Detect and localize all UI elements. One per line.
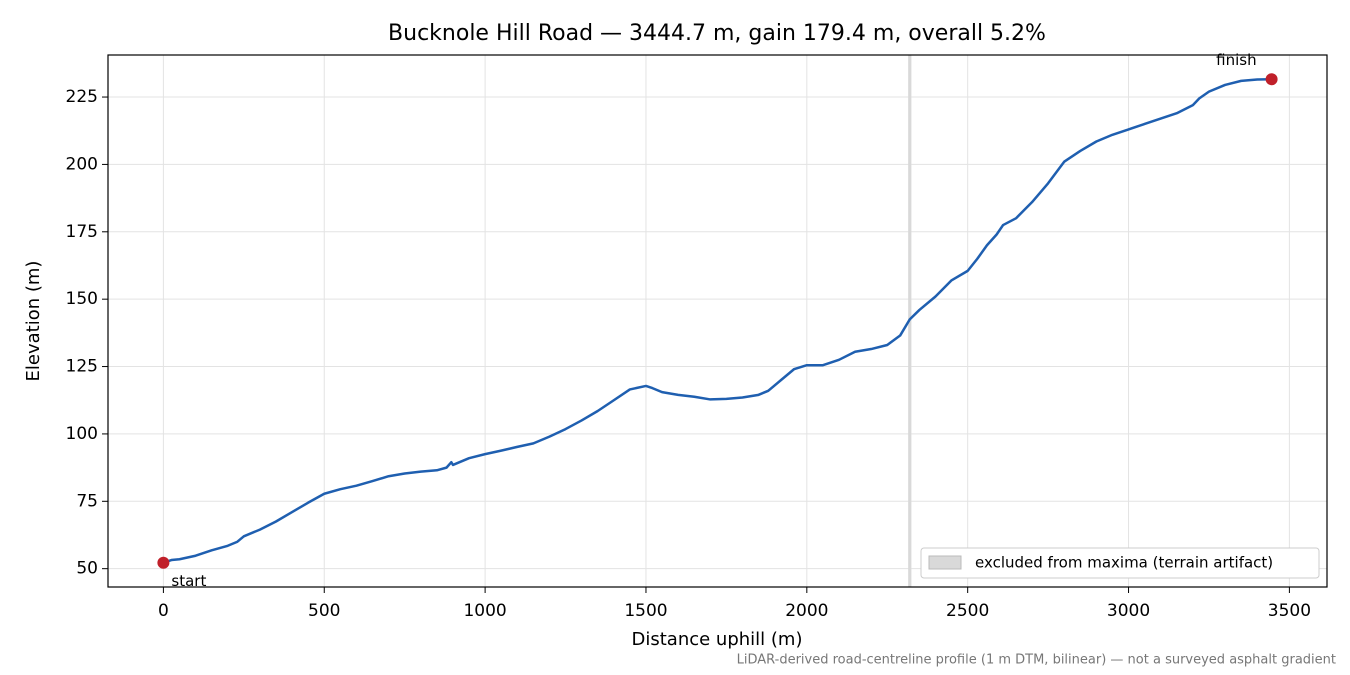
x-tick-label: 500: [308, 601, 340, 621]
endpoint-marker: [157, 556, 170, 569]
legend-label: excluded from maxima (terrain artifact): [975, 554, 1273, 572]
y-tick-label: 75: [76, 491, 98, 511]
y-tick-label: 100: [66, 424, 98, 444]
endpoint-label: finish: [1216, 51, 1256, 69]
legend-swatch: [928, 555, 962, 570]
x-axis-label: Distance uphill (m): [632, 629, 803, 650]
x-tick-label: 2500: [946, 601, 989, 621]
y-axis-label: Elevation (m): [23, 261, 44, 382]
y-tick-label: 50: [76, 559, 98, 579]
endpoint-marker: [1265, 73, 1278, 86]
y-tick-label: 125: [66, 357, 98, 377]
x-tick-label: 2000: [785, 601, 828, 621]
plot-frame: [107, 54, 1328, 588]
x-tick-label: 3500: [1268, 601, 1311, 621]
y-tick-label: 150: [66, 289, 98, 309]
endpoint-label: start: [171, 572, 206, 590]
y-tick-label: 175: [66, 222, 98, 242]
elevation-line: [163, 78, 1272, 564]
x-tick-label: 0: [158, 601, 169, 621]
y-tick-label: 200: [66, 154, 98, 174]
x-tick-label: 1500: [624, 601, 667, 621]
chart-title: Bucknole Hill Road — 3444.7 m, gain 179.…: [388, 21, 1046, 46]
x-tick-label: 3000: [1107, 601, 1150, 621]
legend-box: [920, 547, 1320, 579]
footnote: LiDAR-derived road-centreline profile (1…: [737, 653, 1336, 668]
x-tick-label: 1000: [463, 601, 506, 621]
y-tick-label: 225: [66, 87, 98, 107]
